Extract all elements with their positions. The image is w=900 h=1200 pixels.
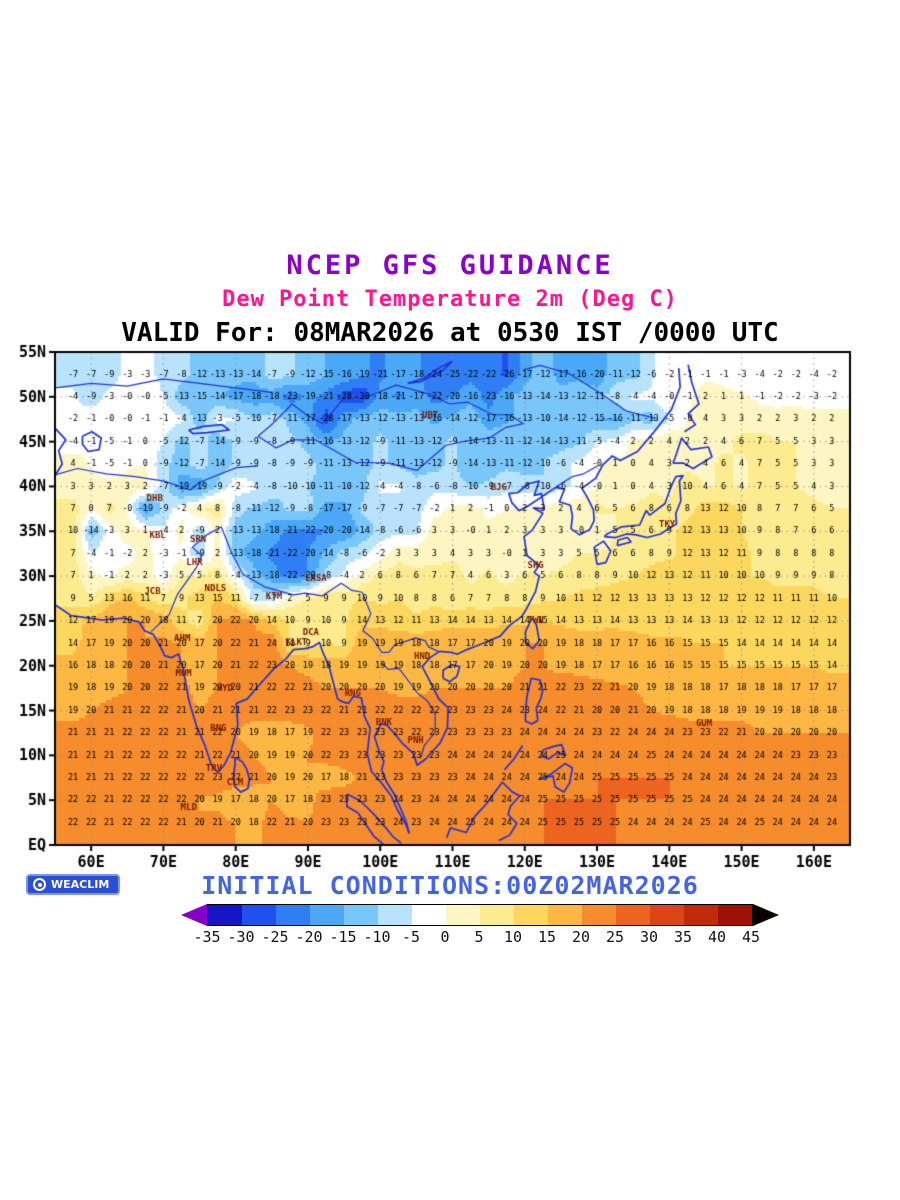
colorbar-tick-label: -20 <box>295 928 323 946</box>
colorbar-segment <box>582 905 616 925</box>
weaclim-badge[interactable]: WEACLIM <box>26 874 121 895</box>
colorbar-tick-label: 0 <box>440 928 450 946</box>
dewpoint-map-canvas <box>0 338 900 878</box>
chart-subtitle: Dew Point Temperature 2m (Deg C) <box>222 287 678 312</box>
colorbar-segment <box>242 905 276 925</box>
colorbar-tick-label: -5 <box>401 928 421 946</box>
colorbar-segments <box>207 904 753 926</box>
colorbar-tick-label: 45 <box>741 928 761 946</box>
colorbar-segment <box>378 905 412 925</box>
colorbar-segment <box>616 905 650 925</box>
colorbar-segment <box>276 905 310 925</box>
colorbar-bar <box>181 904 779 926</box>
colorbar-segment <box>208 905 242 925</box>
colorbar-tick-label: 40 <box>707 928 727 946</box>
initial-conditions-label: INITIAL CONDITIONS:00Z02MAR2026 <box>201 871 699 900</box>
colorbar-tick-label: 30 <box>639 928 659 946</box>
page-title: NCEP GFS GUIDANCE <box>286 250 614 281</box>
colorbar-tick-label: 10 <box>503 928 523 946</box>
colorbar-segment <box>650 905 684 925</box>
colorbar-segment <box>514 905 548 925</box>
colorbar-tick-label: -30 <box>227 928 255 946</box>
colorbar-tick-label: 25 <box>605 928 625 946</box>
colorbar-segment <box>446 905 480 925</box>
colorbar-tick-label: 5 <box>474 928 484 946</box>
weaclim-logo-icon <box>33 878 46 891</box>
colorbar-tick-labels: -35 -30 -25 -20 -15 -10 -5 0 5 10 15 20 25 30 35 40 45 <box>193 926 760 946</box>
colorbar-tick-label: -35 <box>193 928 221 946</box>
colorbar-segment <box>310 905 344 925</box>
colorbar-tick-label: 35 <box>673 928 693 946</box>
colorbar-segment <box>548 905 582 925</box>
colorbar-segment <box>684 905 718 925</box>
colorbar-tick-label: 20 <box>571 928 591 946</box>
colorbar-tick-label: -25 <box>261 928 289 946</box>
colorbar-tick-label: -10 <box>363 928 391 946</box>
colorbar-under-arrow <box>181 904 207 926</box>
colorbar-segment <box>480 905 514 925</box>
colorbar-tick-label: -15 <box>329 928 357 946</box>
colorbar-segment <box>718 905 752 925</box>
colorbar-over-arrow <box>753 904 779 926</box>
colorbar-segment <box>412 905 446 925</box>
colorbar: -35 -30 -25 -20 -15 -10 -5 0 5 10 15 20 25 30 35 40 45 <box>181 904 779 946</box>
weaclim-label: WEACLIM <box>51 878 110 891</box>
colorbar-segment <box>344 905 378 925</box>
colorbar-tick-label: 15 <box>537 928 557 946</box>
